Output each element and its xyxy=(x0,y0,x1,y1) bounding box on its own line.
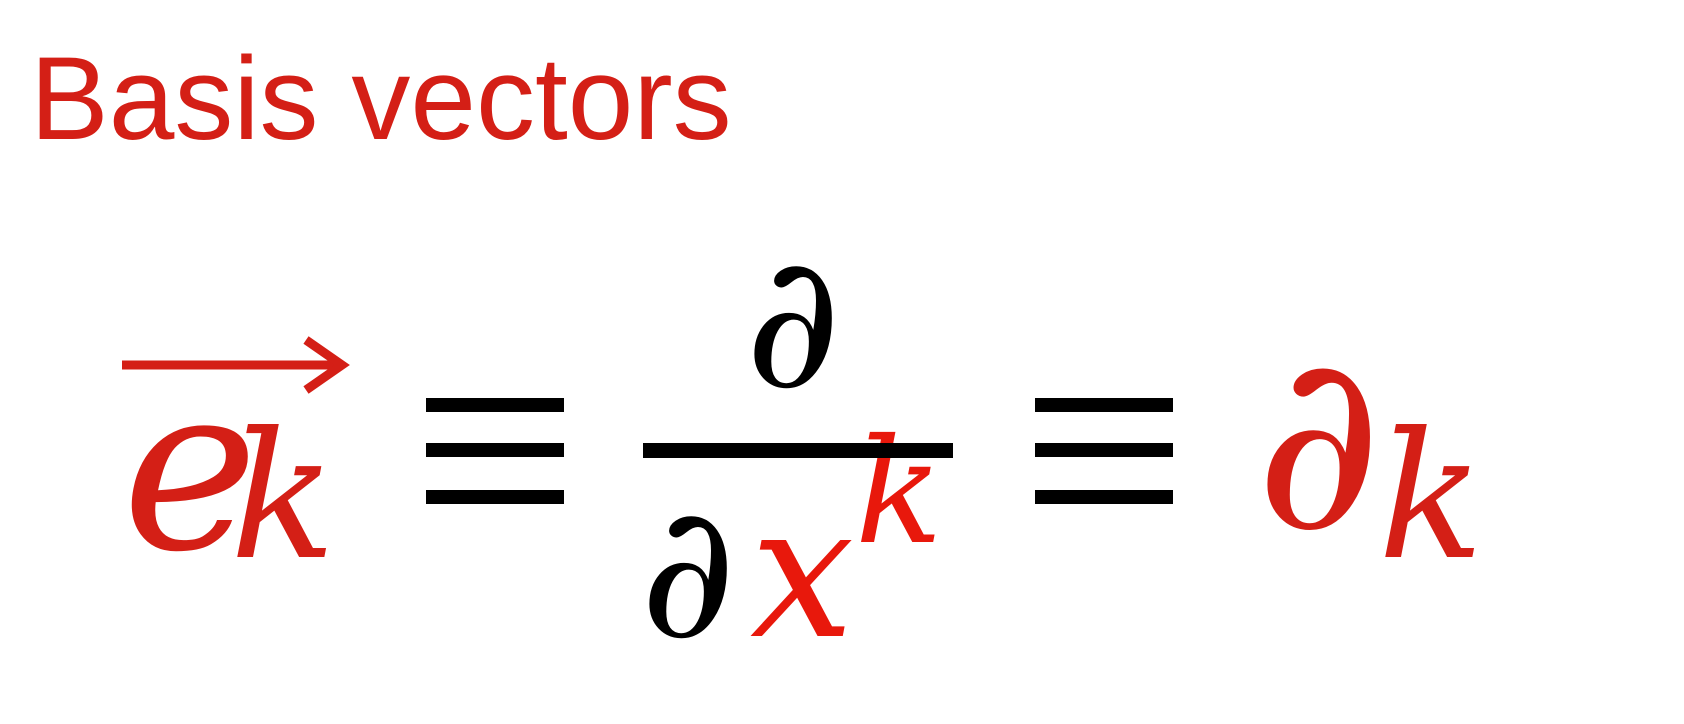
identity-symbol-right xyxy=(1035,398,1173,504)
fraction-numerator: ∂ xyxy=(745,214,841,430)
vector-base-symbol: e xyxy=(122,336,259,603)
rhs-subscript: k xyxy=(1378,396,1485,599)
identity-symbol-left xyxy=(426,398,564,504)
fraction-denominator-superscript: k xyxy=(855,408,943,577)
fraction-denominator-partial: ∂ xyxy=(640,464,736,680)
rhs-partial-symbol: ∂ xyxy=(1255,300,1382,585)
fraction-denominator-variable: x xyxy=(750,464,855,680)
slide-title: Basis vectors xyxy=(30,33,732,165)
vector-subscript: k xyxy=(230,396,337,599)
